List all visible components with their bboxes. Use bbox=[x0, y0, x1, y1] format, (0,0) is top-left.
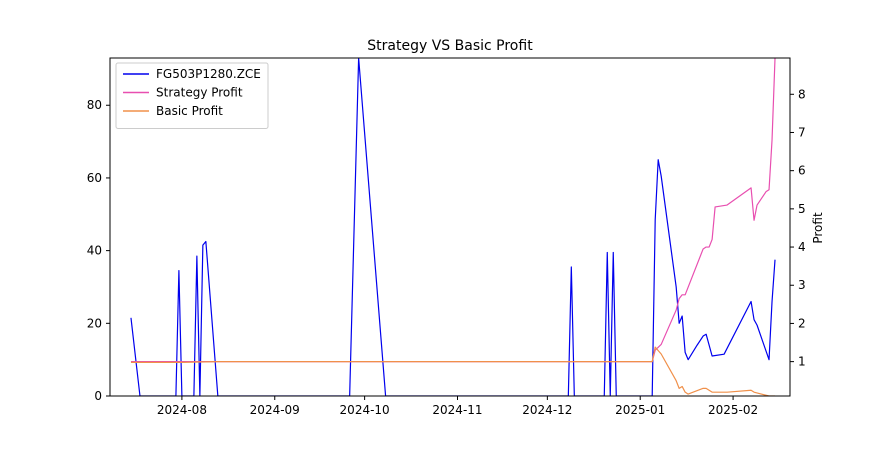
legend-label: FG503P1280.ZCE bbox=[156, 67, 261, 81]
legend-label: Basic Profit bbox=[156, 104, 223, 118]
legend: FG503P1280.ZCE Strategy Profit Basic Profi… bbox=[115, 62, 269, 129]
left-y-tick-label: 80 bbox=[87, 98, 102, 112]
right-y-tick-label: 4 bbox=[798, 240, 806, 254]
x-axis: 2024-08 2024-09 2024-10 2024-11 2024-12 2025-… bbox=[157, 396, 758, 417]
right-y-tick-label: 8 bbox=[798, 87, 806, 101]
left-y-tick-label: 40 bbox=[87, 244, 102, 258]
right-y-tick-label: 2 bbox=[798, 316, 806, 330]
right-y-tick-label: 1 bbox=[798, 355, 806, 369]
right-y-tick-label: 5 bbox=[798, 202, 806, 216]
legend-box bbox=[115, 62, 269, 129]
left-y-axis: 0 20 40 60 80 bbox=[87, 98, 110, 403]
right-y-axis: 1 2 3 4 5 6 7 8 bbox=[790, 87, 806, 369]
x-tick-label: 2024-12 bbox=[522, 403, 572, 417]
left-y-tick-label: 60 bbox=[87, 171, 102, 185]
right-axis-title: Profit bbox=[811, 212, 825, 244]
x-tick-label: 2024-08 bbox=[157, 403, 207, 417]
right-y-tick-label: 7 bbox=[798, 125, 806, 139]
x-tick-label: 2025-01 bbox=[615, 403, 665, 417]
series-lines bbox=[130, 58, 776, 396]
left-y-tick-label: 20 bbox=[87, 316, 102, 330]
left-y-tick-label: 0 bbox=[94, 389, 102, 403]
x-tick-label: 2025-02 bbox=[708, 403, 758, 417]
x-tick-label: 2024-11 bbox=[432, 403, 482, 417]
plot-frame bbox=[109, 57, 791, 397]
x-tick-label: 2024-09 bbox=[250, 403, 300, 417]
series-line-0 bbox=[130, 58, 776, 396]
chart-title: Strategy VS Basic Profit bbox=[367, 38, 533, 54]
x-tick-label: 2024-10 bbox=[340, 403, 390, 417]
legend-label: Strategy Profit bbox=[156, 86, 243, 100]
series-line-1 bbox=[130, 58, 776, 363]
right-y-tick-label: 6 bbox=[798, 164, 806, 178]
right-y-tick-label: 3 bbox=[798, 278, 806, 292]
series-line-2 bbox=[130, 346, 776, 396]
